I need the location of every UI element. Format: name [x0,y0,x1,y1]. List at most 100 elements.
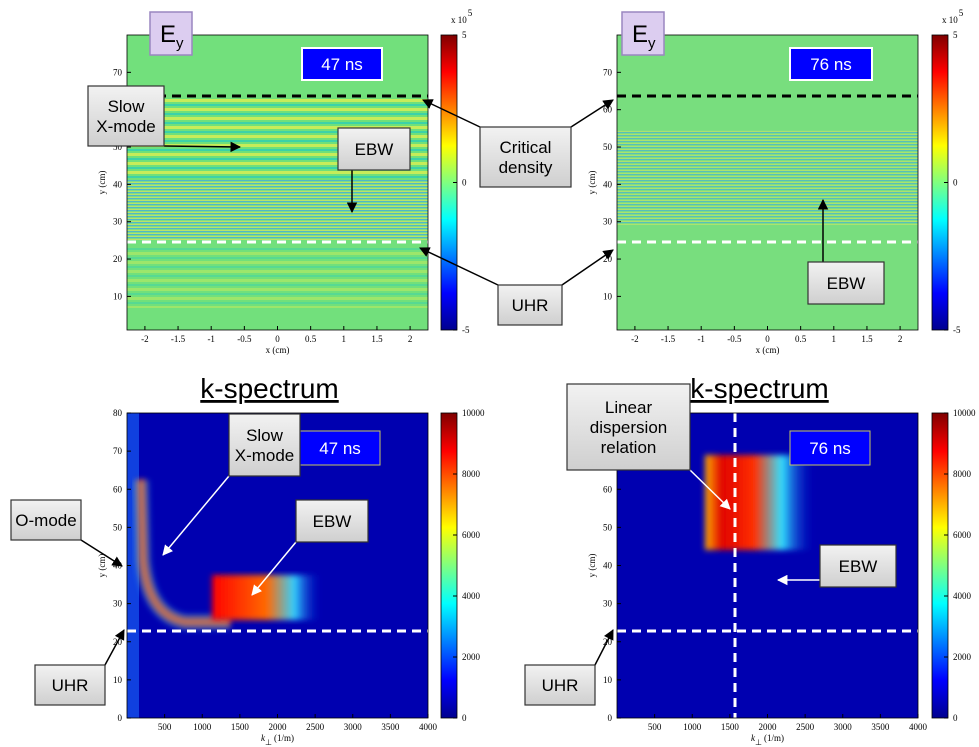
annotation-box [807,261,885,305]
colorbar-tick-label: -5 [953,325,961,335]
colorbar-tick-label: 0 [953,178,958,188]
time-box [789,47,873,81]
field-subscript: y [176,35,184,52]
y-axis-label: y (cm) [97,171,107,195]
y-tick-label: 30 [113,217,123,227]
y-axis-label: y (cm) [587,171,597,195]
annotation-arrow [104,629,125,666]
panel-title: k-spectrum [200,373,338,404]
y-tick-label: 30 [113,599,123,609]
colorbar-tick-label: 6000 [953,530,972,540]
annotation-arrow [570,99,614,128]
annotation-box [479,126,572,188]
y-tick-label: 40 [603,179,613,189]
y-tick-label: 70 [113,67,123,77]
y-tick-label: 50 [113,522,123,532]
annotation-text: dispersion [590,418,668,437]
scale-base: x 10 [451,15,467,25]
annotation-arrow [80,539,123,567]
annotation-text: UHR [512,296,549,315]
annotation-text: EBW [839,557,878,576]
x-tick-label: 1 [342,334,347,344]
field-symbol: E [632,21,648,48]
x-tick-label: 2500 [796,722,815,732]
annotation-arrow [422,99,481,128]
annotation-text: X-mode [235,446,295,465]
time-box [301,47,383,81]
k-subscript: ⊥ [755,738,762,747]
time-label: 47 ns [319,439,361,458]
y-axis-label: y (cm) [587,554,597,578]
annotation-text: X-mode [96,117,156,136]
annotation-box [497,284,563,326]
annotation-arrow [162,475,230,556]
field-label-box [621,11,665,56]
colorbar-tick-label: 4000 [462,591,481,601]
y-tick-label: 30 [603,599,613,609]
x-tick-label: 1 [832,334,837,344]
annotation-box [819,544,897,588]
annotation-text: O-mode [15,511,76,530]
x-tick-label: 4000 [909,722,928,732]
x-tick-label: 3000 [344,722,363,732]
annotation-arrow [419,247,499,286]
x-tick-label: 0.5 [305,334,317,344]
annotation-box [10,499,82,541]
annotation-box [337,127,411,171]
x-tick-label: -2 [141,334,149,344]
field-label-box [149,11,193,56]
y-tick-label: 70 [603,67,613,77]
x-tick-label: 1000 [683,722,702,732]
x-tick-label: 500 [158,722,172,732]
k-subscript: ⊥ [265,738,272,747]
colorbar-tick-label: 0 [462,713,467,723]
y-tick-label: 40 [603,561,613,571]
annotation-text: UHR [542,676,579,695]
annotation-box [87,85,165,147]
x-tick-label: 1.5 [861,334,873,344]
y-tick-label: 50 [603,522,613,532]
x-tick-label: 3500 [871,722,890,732]
scale-exponent: 5 [959,8,964,18]
time-label: 76 ns [809,439,851,458]
annotation-box [34,664,106,706]
x-axis-label: x (cm) [756,345,780,355]
colorbar-tick-label: 8000 [462,469,481,479]
y-tick-label: 60 [603,484,613,494]
x-tick-label: 0 [275,334,280,344]
y-tick-label: 50 [113,142,123,152]
x-tick-label: 0.5 [795,334,807,344]
y-tick-label: 30 [603,217,613,227]
colorbar [931,412,949,719]
annotation-text: EBW [827,274,866,293]
y-tick-label: 10 [603,291,613,301]
k-symbol: k [751,733,756,743]
y-tick-label: 50 [603,142,613,152]
x-tick-label: 2000 [759,722,778,732]
x-tick-label: 2000 [269,722,288,732]
colorbar-tick-label: 0 [462,178,467,188]
x-tick-label: 3000 [834,722,853,732]
x-tick-label: 4000 [419,722,438,732]
field-label: Ey [160,21,184,52]
colorbar-tick-label: 2000 [953,652,972,662]
colorbar-tick-label: 0 [953,713,958,723]
y-tick-label: 10 [603,675,613,685]
x-tick-label: 1000 [193,722,212,732]
x-tick-label: -0.5 [727,334,742,344]
annotation-arrow [594,629,614,666]
x-tick-label: -1.5 [661,334,676,344]
x-tick-label: -0.5 [237,334,252,344]
colorbar-tick-label: 10000 [462,408,485,418]
annotation-box [524,664,596,706]
y-tick-label: 10 [113,675,123,685]
colorbar-tick-label: 4000 [953,591,972,601]
time-box [789,430,871,466]
y-tick-label: 80 [113,408,123,418]
y-tick-label: 0 [118,713,123,723]
x-tick-label: 1.5 [371,334,383,344]
colorbar-scale: x 105 [942,8,964,25]
x-tick-label: 2 [898,334,903,344]
colorbar-tick-label: 5 [462,30,467,40]
